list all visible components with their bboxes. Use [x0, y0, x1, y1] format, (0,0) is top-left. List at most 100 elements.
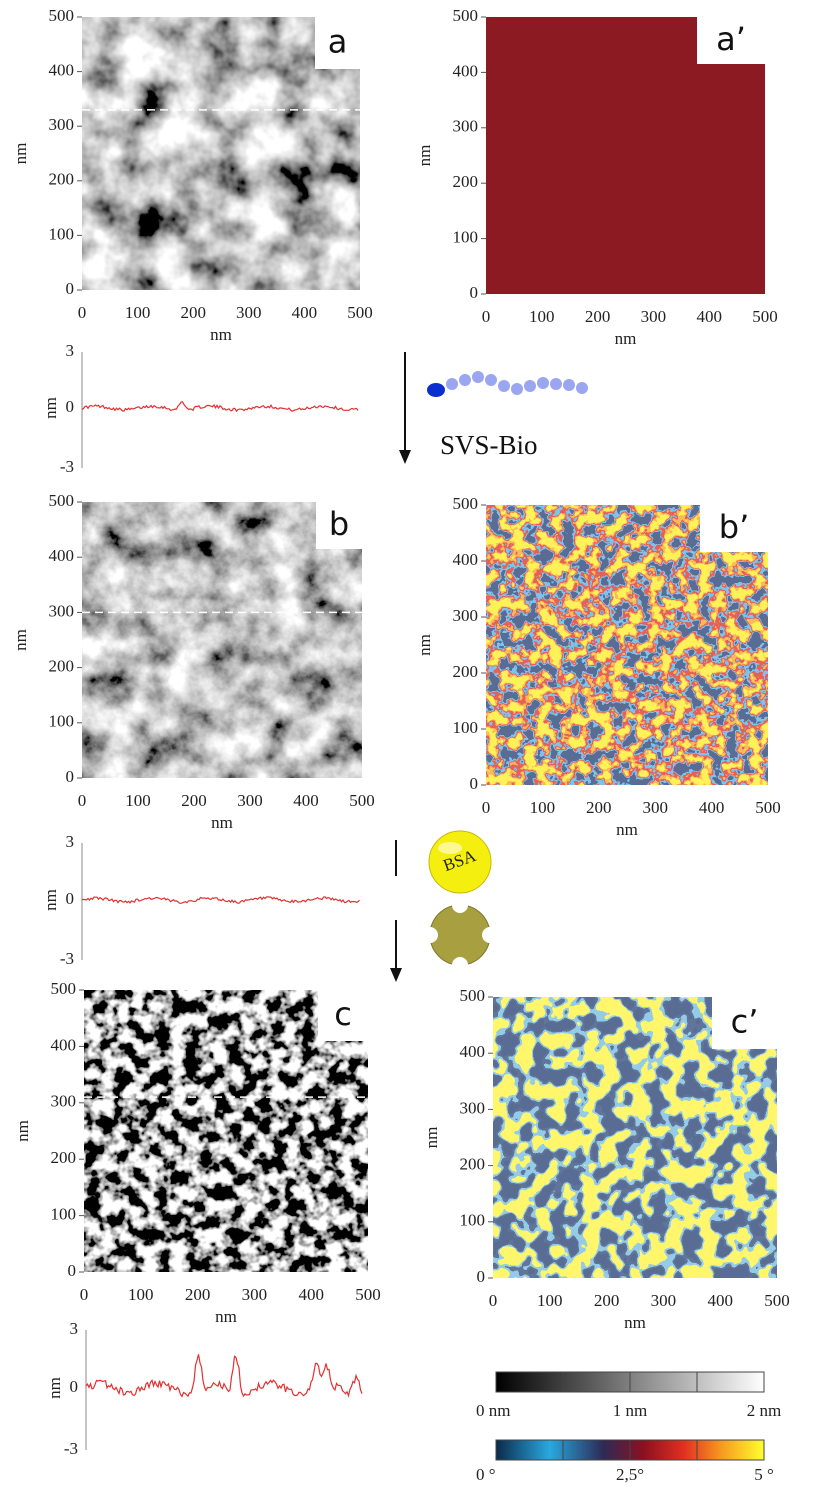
y-tick-label: -3 — [64, 1439, 78, 1458]
step-label: SVS-Bio — [440, 430, 538, 460]
height-profile — [82, 896, 360, 904]
y-axis-label: nm — [41, 889, 60, 911]
label-box — [712, 996, 778, 1049]
y-axis-label: nm — [41, 397, 60, 419]
y-tick-label: 400 — [460, 1042, 486, 1061]
x-axis-label: nm — [616, 820, 638, 839]
x-tick-label: 0 — [78, 303, 87, 322]
y-tick-label: 500 — [49, 491, 75, 510]
x-tick-label: 500 — [764, 1291, 790, 1310]
x-tick-label: 500 — [755, 798, 781, 817]
colorbar-label: 2,5° — [616, 1465, 644, 1484]
y-tick-label: -3 — [60, 457, 74, 476]
panel-label: a’ — [716, 20, 746, 58]
panel-label: b’ — [719, 508, 749, 546]
x-tick-label: 100 — [537, 1291, 563, 1310]
y-tick-label: 100 — [51, 1205, 77, 1224]
x-tick-label: 500 — [347, 303, 373, 322]
x-tick-label: 400 — [696, 307, 722, 326]
y-tick-label: 300 — [460, 1098, 486, 1117]
x-tick-label: 400 — [707, 1291, 733, 1310]
x-tick-label: 300 — [236, 303, 262, 322]
y-tick-label: 100 — [460, 1211, 486, 1230]
label-box — [316, 501, 363, 549]
colorbar-label: 5 ° — [754, 1465, 774, 1484]
y-tick-label: 400 — [453, 550, 479, 569]
y-tick-label: 200 — [51, 1148, 77, 1167]
x-tick-label: 100 — [125, 303, 151, 322]
y-tick-label: 300 — [453, 606, 479, 625]
x-tick-label: 300 — [242, 1285, 268, 1304]
label-box — [318, 989, 369, 1041]
afm-image — [82, 502, 362, 778]
y-tick-label: 200 — [460, 1155, 486, 1174]
x-axis-label: nm — [215, 1307, 237, 1326]
y-tick-label: 400 — [453, 61, 479, 80]
x-tick-label: 500 — [349, 791, 375, 810]
y-axis-label: nm — [11, 143, 30, 165]
y-tick-label: 500 — [453, 6, 479, 25]
y-tick-label: 100 — [453, 718, 479, 737]
x-tick-label: 100 — [125, 791, 151, 810]
y-axis-label: nm — [45, 1377, 64, 1399]
panel-label: c’ — [731, 1003, 759, 1041]
y-tick-label: 200 — [49, 657, 75, 676]
y-tick-label: 0 — [66, 767, 75, 786]
y-tick-label: 100 — [453, 228, 479, 247]
y-axis-label: nm — [415, 145, 434, 167]
receptor-icon — [422, 897, 498, 973]
y-tick-label: 300 — [49, 601, 75, 620]
y-tick-label: 200 — [453, 172, 479, 191]
y-tick-label: 500 — [460, 986, 486, 1005]
y-tick-label: 0 — [66, 279, 75, 298]
colorbar-label: 2 nm — [747, 1401, 781, 1420]
panel-label: a — [328, 23, 348, 61]
x-tick-label: 300 — [642, 798, 668, 817]
y-tick-label: 0 — [470, 774, 479, 793]
x-tick-label: 400 — [699, 798, 725, 817]
x-tick-label: 100 — [128, 1285, 154, 1304]
y-tick-label: 300 — [453, 117, 479, 136]
panel-label: c — [334, 995, 352, 1033]
x-axis-label: nm — [624, 1313, 646, 1332]
y-tick-label: 400 — [49, 61, 75, 80]
label-box — [700, 504, 769, 552]
x-tick-label: 400 — [292, 303, 318, 322]
x-axis-label: nm — [211, 813, 233, 832]
y-tick-label: 0 — [70, 1377, 79, 1396]
x-tick-label: 100 — [530, 798, 556, 817]
y-tick-label: 0 — [66, 889, 75, 908]
panel-label: b — [329, 505, 349, 543]
x-tick-label: 300 — [641, 307, 667, 326]
x-tick-label: 0 — [482, 798, 491, 817]
y-tick-label: 0 — [477, 1267, 486, 1286]
arrow-head — [399, 450, 411, 464]
y-tick-label: -3 — [60, 949, 74, 968]
y-tick-label: 500 — [453, 494, 479, 513]
colorbar-label: 0 nm — [476, 1401, 510, 1420]
x-tick-label: 100 — [529, 307, 555, 326]
y-axis-label: nm — [422, 1127, 441, 1149]
molecule — [427, 371, 588, 397]
height-profile — [85, 1354, 363, 1398]
x-tick-label: 200 — [585, 307, 611, 326]
x-tick-label: 400 — [293, 791, 319, 810]
y-tick-label: 0 — [470, 283, 479, 302]
x-tick-label: 200 — [181, 791, 207, 810]
y-tick-label: 3 — [70, 1319, 79, 1338]
y-tick-label: 200 — [453, 662, 479, 681]
y-tick-label: 3 — [66, 341, 75, 360]
y-tick-label: 100 — [49, 712, 75, 731]
x-tick-label: 0 — [482, 307, 491, 326]
y-tick-label: 0 — [66, 397, 75, 416]
y-axis-label: nm — [11, 629, 30, 651]
x-axis-label: nm — [210, 325, 232, 344]
x-tick-label: 300 — [651, 1291, 677, 1310]
x-axis-label: nm — [615, 329, 637, 348]
x-tick-label: 0 — [78, 791, 87, 810]
y-tick-label: 3 — [66, 832, 75, 851]
arrow-head — [390, 968, 402, 982]
label-box — [697, 16, 766, 64]
y-tick-label: 200 — [49, 170, 75, 189]
